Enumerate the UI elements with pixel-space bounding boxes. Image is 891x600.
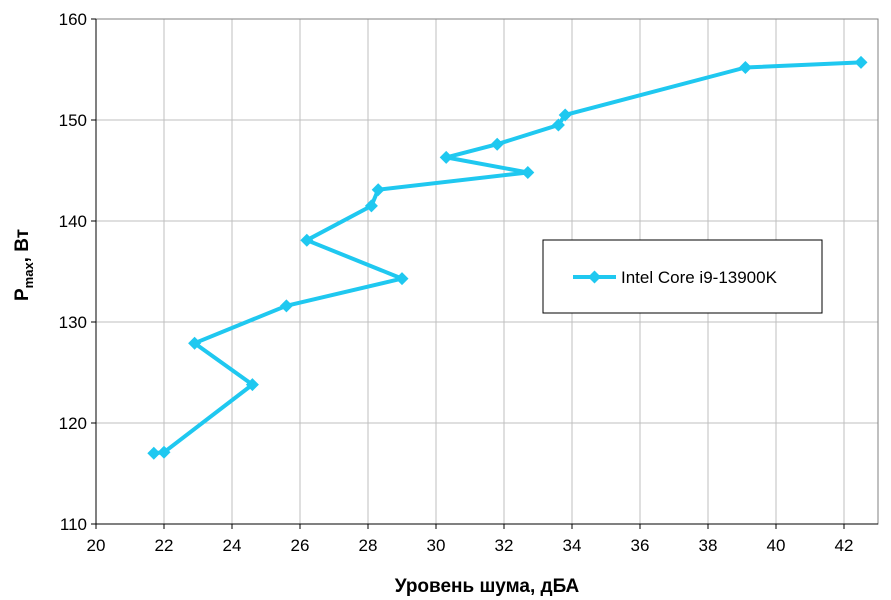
data-point <box>157 445 171 459</box>
series-line <box>153 60 862 456</box>
legend-label: Intel Core i9-13900K <box>621 268 778 287</box>
x-tick-label: 32 <box>495 536 514 555</box>
y-tick-label: 150 <box>59 111 87 130</box>
data-point <box>279 299 293 313</box>
y-tick-label: 110 <box>60 515 87 534</box>
y-axis-ticks: 110 120 130 140 150 160 <box>59 10 96 534</box>
x-tick-label: 26 <box>291 536 310 555</box>
x-tick-label: 28 <box>359 536 378 555</box>
y-tick-label: 140 <box>59 212 87 231</box>
x-tick-label: 24 <box>223 536 242 555</box>
data-point <box>147 446 161 460</box>
data-point <box>395 272 409 286</box>
data-point <box>490 137 504 151</box>
data-point <box>439 150 453 164</box>
x-tick-label: 30 <box>427 536 446 555</box>
y-tick-label: 160 <box>59 10 87 29</box>
data-point <box>521 166 535 180</box>
data-point <box>364 199 378 213</box>
data-point <box>371 183 385 197</box>
data-point <box>300 233 314 247</box>
series-layer <box>147 55 868 460</box>
y-tick-label: 130 <box>59 313 87 332</box>
axes <box>95 19 878 525</box>
y-axis-title-main: P <box>12 288 33 301</box>
x-tick-label: 36 <box>631 536 650 555</box>
data-point <box>738 60 752 74</box>
data-point <box>551 118 565 132</box>
x-tick-label: 22 <box>155 536 174 555</box>
legend-marker <box>588 270 601 284</box>
x-axis-ticks: 20 22 24 26 28 30 32 34 36 38 40 42 <box>87 524 854 555</box>
data-point <box>558 108 572 122</box>
y-tick-label: 120 <box>59 414 87 433</box>
x-tick-label: 20 <box>87 536 106 555</box>
y-axis-title-rest: , Вт <box>12 229 33 262</box>
x-tick-label: 40 <box>767 536 786 555</box>
x-tick-label: 42 <box>835 536 854 555</box>
data-point <box>854 55 868 69</box>
y-axis-title-sub: max <box>21 262 36 289</box>
x-tick-label: 34 <box>563 536 582 555</box>
x-tick-label: 38 <box>699 536 718 555</box>
data-point <box>188 336 202 350</box>
data-point <box>245 378 259 392</box>
y-axis-title: Pmax, Вт <box>12 229 36 301</box>
legend: Intel Core i9-13900K <box>542 239 823 314</box>
x-axis-title: Уровень шума, дБА <box>395 576 580 597</box>
